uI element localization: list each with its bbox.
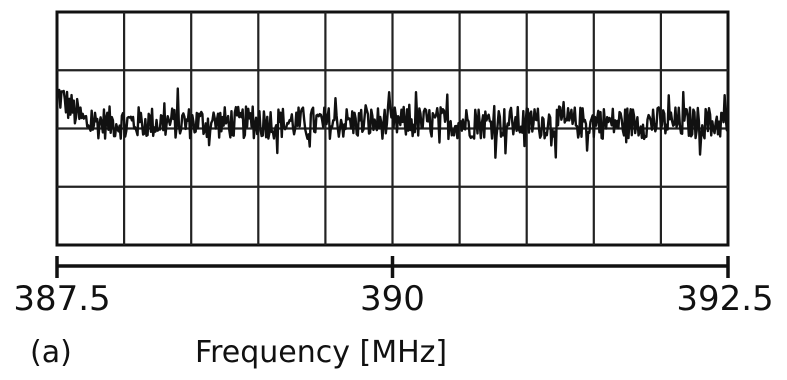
x-tick-label-392-5: 392.5	[676, 279, 773, 319]
panel-label: (a)	[30, 335, 72, 370]
x-tick-label-387-5: 387.5	[13, 279, 110, 319]
noise-trace	[55, 87, 730, 159]
x-axis-label: Frequency [MHz]	[195, 335, 447, 370]
noise-trace-group	[55, 87, 730, 159]
x-tick-label-390: 390	[360, 279, 425, 319]
frequency-axis	[55, 256, 730, 278]
plot-grid	[55, 10, 730, 247]
